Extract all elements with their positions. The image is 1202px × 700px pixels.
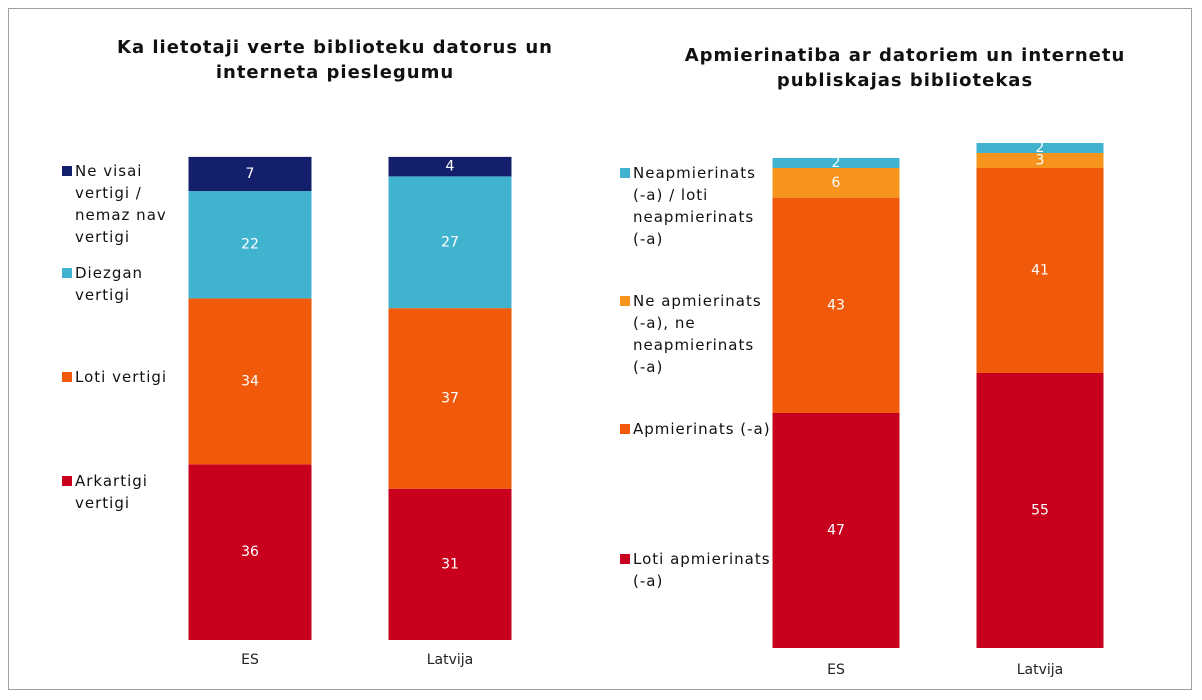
bar-segment [188, 191, 312, 299]
x-tick-label: Latvija [427, 652, 474, 668]
chart-title: Apmierinatiba ar datoriem un internetu p… [684, 45, 1126, 91]
legend-label: Apmierinats (-a) [633, 420, 771, 438]
legend-label: Ne apmierinats (-a), ne neapmierinats (-… [633, 292, 762, 376]
bar-segment [188, 464, 312, 640]
legend-label: Ne visai vertigi / nemaz nav vertigi [75, 162, 167, 246]
data-label: 37 [441, 390, 459, 406]
legend-swatch [62, 268, 72, 278]
legend-entry: Neapmierinats (-a) / loti neapmierinats … [620, 162, 773, 250]
bar-segment [772, 168, 900, 198]
data-label: 36 [241, 544, 259, 560]
bar-segment [388, 156, 512, 177]
legend-label: Diezgan vertigi [75, 264, 144, 304]
data-label: 7 [246, 166, 255, 182]
bar-segment [976, 168, 1104, 373]
legend-swatch [620, 554, 630, 564]
bar-segment [772, 413, 900, 648]
x-tick-label: Latvija [1017, 662, 1064, 678]
bar-segment [976, 153, 1104, 168]
x-tick-label: ES [827, 662, 845, 678]
legend-swatch [62, 166, 72, 176]
frame [8, 8, 1192, 690]
legend-swatch [620, 424, 630, 434]
legend-label: Loti vertigi [75, 368, 168, 386]
bar-segment [976, 373, 1104, 648]
data-label: 34 [241, 373, 259, 389]
data-label: 6 [832, 175, 841, 191]
bar-segment [772, 198, 900, 413]
data-label: 2 [832, 155, 841, 171]
legend-label: Neapmierinats (-a) / loti neapmierinats … [633, 164, 756, 248]
data-label: 31 [441, 556, 459, 572]
legend-entry: Arkartigi vertigi [62, 470, 187, 514]
x-tick-label: ES [241, 652, 259, 668]
legend-entry: Diezgan vertigi [62, 262, 187, 306]
legend-entry: Ne visai vertigi / nemaz nav vertigi [62, 160, 187, 248]
legend-swatch [62, 476, 72, 486]
legend-label: Loti apmierinats (-a) [633, 550, 771, 590]
data-label: 3 [1036, 153, 1045, 169]
data-label: 47 [827, 523, 845, 539]
data-label: 27 [441, 234, 459, 250]
bar-segment [188, 298, 312, 465]
legend-label: Arkartigi vertigi [75, 472, 148, 512]
bar-segment [976, 143, 1104, 153]
data-label: 2 [1036, 140, 1045, 156]
bar-segment [388, 308, 512, 489]
data-label: 43 [827, 298, 845, 314]
legend-swatch [62, 372, 72, 382]
bar-segment [388, 176, 512, 309]
chart-title: Ka lietotaji verte biblioteku datorus un… [117, 37, 553, 83]
bar-segment [388, 488, 512, 640]
legend-entry: Ne apmierinats (-a), ne neapmierinats (-… [620, 290, 773, 378]
data-label: 22 [241, 237, 259, 253]
legend-swatch [620, 168, 630, 178]
legend-entry: Loti apmierinats (-a) [620, 548, 773, 592]
legend-swatch [620, 296, 630, 306]
legend-entry: Apmierinats (-a) [620, 418, 773, 440]
bar-segment [188, 156, 312, 192]
data-label: 55 [1031, 503, 1049, 519]
legend-entry: Loti vertigi [62, 366, 187, 388]
data-label: 41 [1031, 263, 1049, 279]
data-label: 4 [446, 159, 455, 175]
bar-segment [772, 158, 900, 168]
